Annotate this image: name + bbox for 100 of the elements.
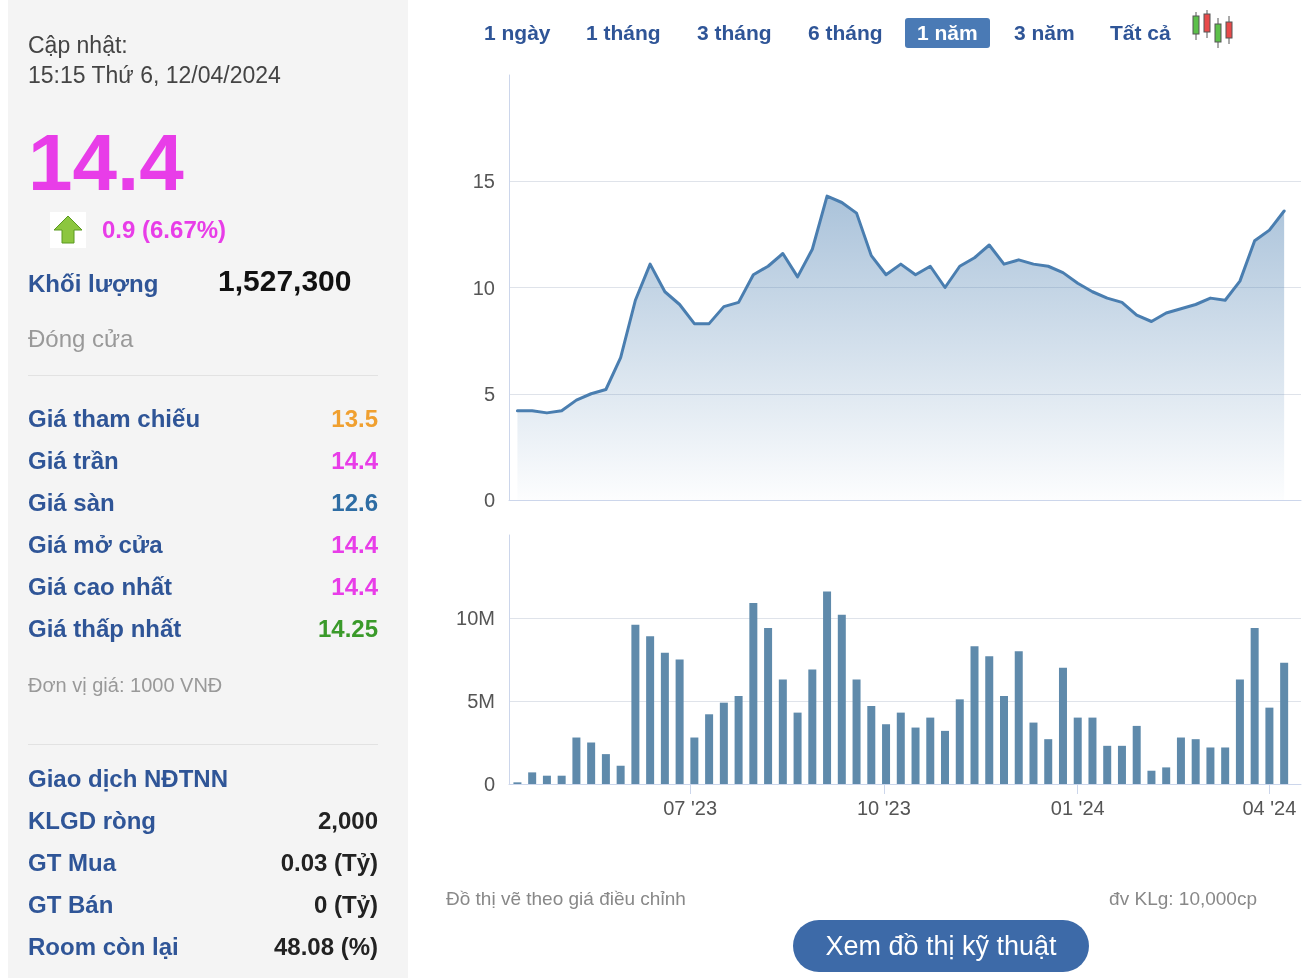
bar: [764, 627, 773, 784]
text: Giá mở cửa: [28, 531, 163, 559]
bar: [1117, 745, 1126, 784]
bar: [1029, 722, 1038, 784]
y-tick-label: 0: [483, 489, 495, 511]
text: Room còn lại: [28, 933, 179, 961]
text: Giá cao nhất: [28, 573, 173, 601]
x-tick-label: 07 '23: [663, 797, 718, 819]
bar: [823, 591, 832, 784]
text: Giá tham chiếu: [28, 405, 201, 433]
bar: [1235, 679, 1244, 784]
text: GT Mua: [28, 849, 116, 877]
bar: [572, 737, 581, 784]
text: 15:15 Thứ 6, 12/04/2024: [28, 62, 281, 89]
bar: [1191, 739, 1200, 784]
x-tick-label: 10 '23: [857, 797, 911, 819]
y-tick-label: 5M: [467, 690, 495, 712]
text: 6 tháng: [808, 20, 883, 46]
y-tick-label: 10M: [456, 607, 495, 629]
text: 0.9 (6.67%): [102, 216, 227, 244]
y-tick-label: 5: [483, 382, 495, 405]
text: Đơn vị giá: 1000 VNĐ: [28, 674, 223, 697]
bar: [542, 775, 551, 784]
text: 14.4: [28, 118, 184, 208]
bar: [587, 742, 596, 784]
text: Giao dịch NĐTNN: [28, 765, 229, 793]
text: Giá thấp nhất: [28, 615, 182, 643]
bar: [970, 646, 979, 784]
text: 48.08 (%): [273, 933, 378, 961]
text: Khối lượng: [28, 270, 159, 298]
bar: [646, 636, 655, 784]
bar: [955, 699, 964, 784]
bar: [1088, 717, 1097, 784]
bar: [926, 717, 935, 784]
text: 1 năm: [905, 18, 990, 48]
bar: [528, 772, 537, 784]
bar: [719, 702, 728, 784]
bar: [852, 679, 861, 784]
bar: [1221, 747, 1230, 784]
text: 1 tháng: [586, 20, 661, 46]
text: Tất cả: [1110, 20, 1171, 46]
text: 3 năm: [1014, 20, 1075, 46]
text: đv KLg: 10,000cp: [1109, 888, 1257, 910]
text: 0 (Tỷ): [313, 891, 378, 919]
bar: [837, 614, 846, 784]
text: Đóng cửa: [28, 325, 134, 353]
text: KLGD ròng: [28, 807, 156, 835]
text: Xem đồ thị kỹ thuật: [793, 920, 1089, 972]
text: Cập nhật:: [28, 32, 128, 59]
text: 1 ngày: [484, 20, 551, 46]
text: 14.4: [331, 447, 378, 475]
y-tick-label: 0: [483, 773, 495, 795]
text: 14.4: [331, 573, 378, 601]
text: Đồ thị vẽ theo giá điều chỉnh: [446, 888, 686, 910]
y-tick-label: 15: [472, 170, 495, 193]
bar: [1044, 739, 1053, 784]
bar: [896, 712, 905, 784]
bar: [705, 714, 714, 784]
bar: [557, 775, 566, 784]
text: 14.25: [317, 615, 378, 643]
text: Giá trần: [28, 447, 119, 475]
bar: [1000, 696, 1008, 784]
bar: [1058, 667, 1067, 784]
bar: [793, 712, 802, 784]
x-tick-label: 01 '24: [1050, 797, 1105, 819]
bar: [1132, 725, 1141, 784]
text: Giá sàn: [28, 489, 115, 517]
bar: [1147, 770, 1156, 784]
bar: [631, 624, 640, 784]
bar: [778, 679, 787, 784]
bar: [1280, 662, 1289, 784]
bar: [616, 765, 625, 784]
bar: [749, 603, 758, 784]
text: 2,000: [317, 807, 378, 835]
bar: [1014, 651, 1023, 784]
bar: [1103, 745, 1112, 784]
bar: [1176, 737, 1185, 784]
y-tick-label: 10: [472, 276, 495, 299]
text: 13.5: [331, 405, 378, 433]
text: 1,527,300: [218, 264, 352, 298]
bar: [808, 669, 817, 784]
bar: [675, 659, 684, 784]
text: 12.6: [331, 489, 378, 517]
bar: [690, 737, 699, 784]
bar: [941, 730, 950, 784]
bar: [601, 754, 610, 784]
text: 14.4: [331, 531, 378, 559]
bar: [867, 705, 876, 784]
bar: [911, 727, 920, 784]
x-tick-label: 04 '24: [1242, 797, 1297, 819]
bar: [1265, 707, 1274, 784]
bar: [1250, 627, 1259, 784]
bar: [882, 724, 891, 784]
bar: [985, 656, 994, 784]
bar: [1162, 767, 1171, 784]
bar: [660, 652, 669, 784]
bar: [1073, 717, 1082, 784]
bar: [734, 696, 743, 784]
text: GT Bán: [28, 891, 114, 919]
bar: [1206, 747, 1215, 784]
